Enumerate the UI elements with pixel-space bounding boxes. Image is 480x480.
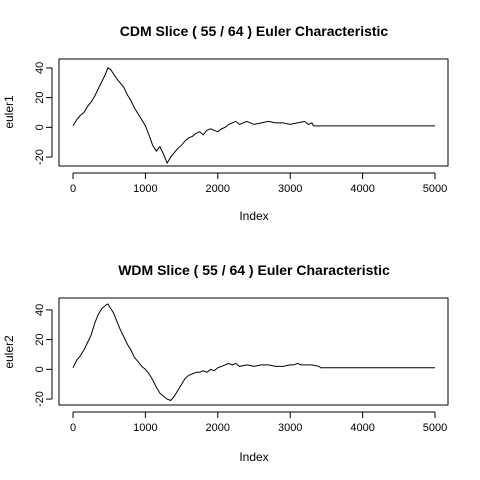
y-axis-label: euler1 [2,95,16,129]
axes: 0 1000 2000 3000 4000 5000 -20 0 20 40 [34,62,447,195]
series-line [72,67,435,165]
x-tick-label: 2000 [206,422,230,434]
x-tick-label: 4000 [350,422,374,434]
chart-title: WDM Slice ( 55 / 64 ) Euler Characterist… [118,262,390,278]
x-tick-label: 4000 [350,183,374,195]
x-tick-label: 0 [70,183,76,195]
series-line [72,303,435,402]
x-tick-label: 3000 [278,183,302,195]
x-tick-label: 5000 [423,183,447,195]
axes: 0 1000 2000 3000 4000 5000 -20 0 20 40 [34,304,447,434]
x-tick-label: 0 [70,422,76,434]
wdm-chart: WDM Slice ( 55 / 64 ) Euler Characterist… [2,262,449,464]
chart-title: CDM Slice ( 55 / 64 ) Euler Characterist… [120,23,389,39]
x-tick-label: 3000 [278,422,302,434]
y-tick-label: -20 [34,391,46,407]
y-axis-label: euler2 [2,335,16,369]
x-axis-label: Index [239,209,268,223]
y-tick-label: 0 [34,124,46,130]
x-tick-label: 5000 [423,422,447,434]
x-tick-label: 1000 [133,422,157,434]
y-tick-label: -20 [34,149,46,165]
y-tick-label: 40 [34,304,46,316]
cdm-chart: CDM Slice ( 55 / 64 ) Euler Characterist… [2,23,449,223]
y-tick-label: 0 [34,366,46,372]
y-tick-label: 20 [34,92,46,104]
y-tick-label: 40 [34,62,46,74]
x-axis-label: Index [239,450,268,464]
plot-frame [58,297,449,406]
plot-frame [58,58,449,167]
y-tick-label: 20 [34,333,46,345]
x-tick-label: 2000 [206,183,230,195]
x-tick-label: 1000 [133,183,157,195]
